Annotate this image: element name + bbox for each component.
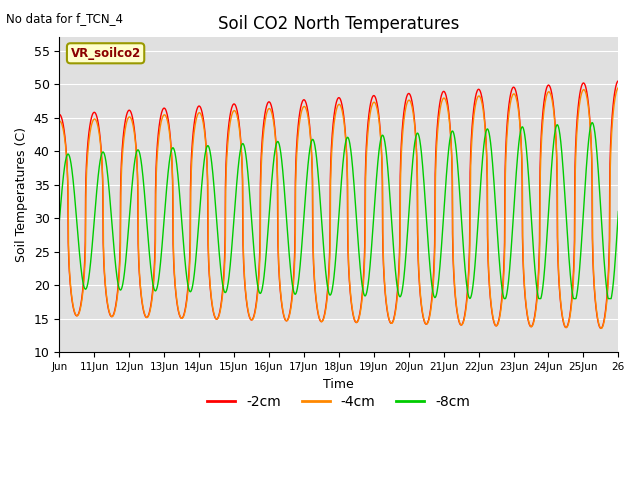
-8cm bbox=[614, 209, 622, 215]
-8cm bbox=[588, 120, 596, 126]
Legend: -2cm, -4cm, -8cm: -2cm, -4cm, -8cm bbox=[202, 389, 476, 415]
-2cm bbox=[598, 324, 606, 330]
-4cm bbox=[598, 325, 605, 331]
Y-axis label: Soil Temperatures (C): Soil Temperatures (C) bbox=[15, 127, 28, 262]
Line: -8cm: -8cm bbox=[60, 123, 618, 299]
-8cm bbox=[84, 280, 92, 286]
-2cm bbox=[312, 299, 320, 305]
-2cm bbox=[56, 111, 63, 117]
-8cm bbox=[500, 296, 508, 301]
X-axis label: Time: Time bbox=[323, 377, 354, 391]
-4cm bbox=[327, 161, 335, 167]
Text: VR_soilco2: VR_soilco2 bbox=[70, 47, 141, 60]
-4cm bbox=[614, 85, 622, 91]
-8cm bbox=[495, 260, 503, 266]
-4cm bbox=[312, 297, 320, 303]
-8cm bbox=[56, 219, 63, 225]
-2cm bbox=[327, 150, 335, 156]
-2cm bbox=[597, 325, 605, 331]
-8cm bbox=[598, 233, 606, 239]
-4cm bbox=[84, 150, 92, 156]
-4cm bbox=[56, 118, 63, 124]
-2cm bbox=[495, 314, 503, 320]
-4cm bbox=[598, 325, 606, 331]
Line: -4cm: -4cm bbox=[60, 88, 618, 328]
-8cm bbox=[599, 238, 607, 243]
-8cm bbox=[327, 291, 335, 297]
Title: Soil CO2 North Temperatures: Soil CO2 North Temperatures bbox=[218, 15, 460, 33]
-8cm bbox=[312, 153, 320, 158]
Line: -2cm: -2cm bbox=[60, 81, 618, 328]
-4cm bbox=[495, 315, 503, 321]
Text: No data for f_TCN_4: No data for f_TCN_4 bbox=[6, 12, 124, 25]
-2cm bbox=[84, 141, 92, 146]
-4cm bbox=[598, 324, 606, 330]
-2cm bbox=[598, 324, 606, 329]
-2cm bbox=[614, 78, 622, 84]
